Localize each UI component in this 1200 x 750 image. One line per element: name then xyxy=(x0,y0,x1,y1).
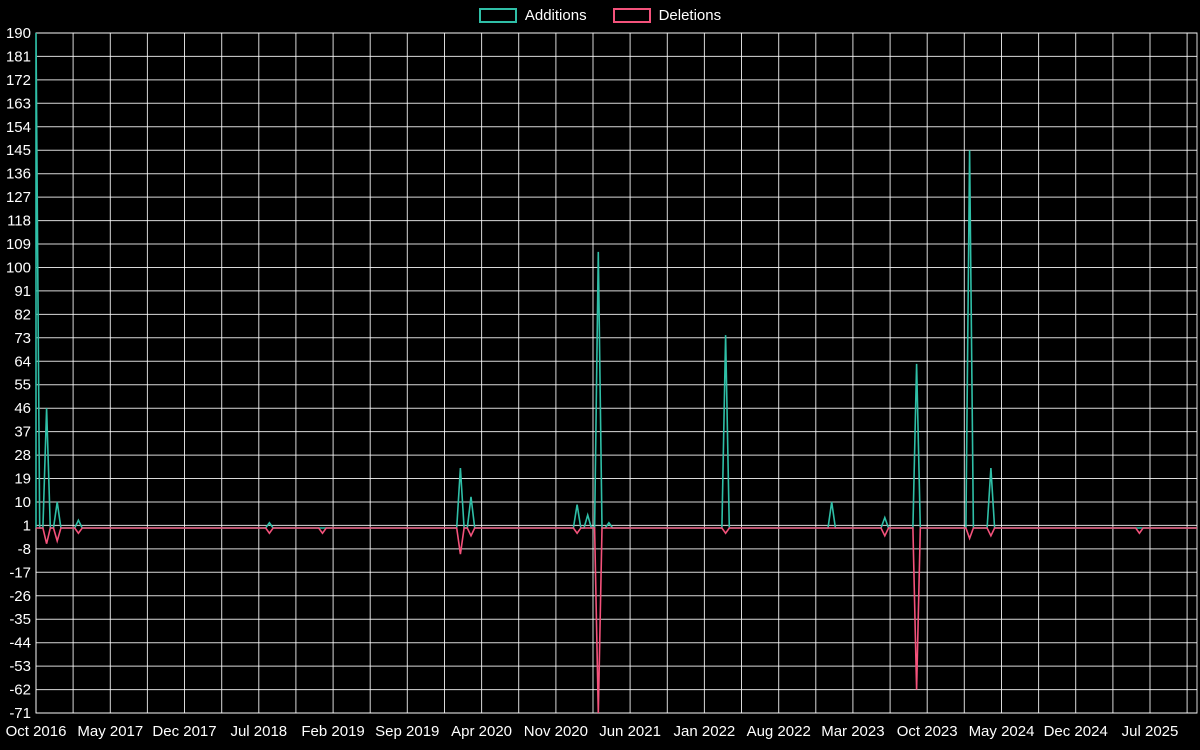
y-tick-label: 127 xyxy=(6,189,31,206)
y-tick-label: 28 xyxy=(14,447,31,464)
y-tick-label: 46 xyxy=(14,400,31,417)
y-tick-label: 109 xyxy=(6,236,31,253)
y-tick-label: 55 xyxy=(14,377,31,394)
x-tick-label: Sep 2019 xyxy=(375,723,439,740)
y-tick-label: 37 xyxy=(14,424,31,441)
y-tick-label: -17 xyxy=(9,564,31,581)
x-tick-label: Aug 2022 xyxy=(747,723,811,740)
x-tick-label: Oct 2023 xyxy=(897,723,958,740)
series-line-additions xyxy=(35,32,1197,529)
y-tick-label: 1 xyxy=(23,517,31,534)
x-tick-label: Dec 2024 xyxy=(1044,723,1108,740)
y-tick-label: 172 xyxy=(6,72,31,89)
y-tick-label: 145 xyxy=(6,142,31,159)
y-tick-label: 19 xyxy=(14,471,31,488)
grid-lines xyxy=(35,32,1198,714)
legend-item-deletions[interactable]: Deletions xyxy=(612,7,722,24)
y-tick-label: 136 xyxy=(6,166,31,183)
x-tick-label: Jul 2018 xyxy=(230,723,287,740)
y-tick-label: 100 xyxy=(6,260,31,277)
x-tick-label: May 2017 xyxy=(77,723,143,740)
y-tick-label: 91 xyxy=(14,283,31,300)
y-tick-label: -71 xyxy=(9,705,31,722)
y-tick-label: 82 xyxy=(14,306,31,323)
y-tick-label: -35 xyxy=(9,611,31,628)
legend-label-deletions: Deletions xyxy=(658,7,722,24)
y-tick-label: -8 xyxy=(18,541,31,558)
chart-legend: Additions Deletions xyxy=(0,7,1200,24)
y-axis-labels: 190 181 172 163 154 145 136 127 118 109 100 91 82 73 6… xyxy=(6,25,31,722)
y-tick-label: 73 xyxy=(14,330,31,347)
x-tick-label: Dec 2017 xyxy=(152,723,216,740)
legend-item-additions[interactable]: Additions xyxy=(478,7,587,24)
y-tick-label: 64 xyxy=(14,353,31,370)
y-tick-label: -44 xyxy=(9,635,31,652)
y-tick-label: 10 xyxy=(14,494,31,511)
y-tick-label: 190 xyxy=(6,25,31,42)
x-tick-label: Jan 2022 xyxy=(674,723,736,740)
x-tick-label: Feb 2019 xyxy=(301,723,364,740)
x-tick-label: Jun 2021 xyxy=(599,723,661,740)
x-axis-labels: Oct 2016 May 2017 Dec 2017 Jul 2018 Feb 2019… xyxy=(6,723,1179,740)
series-line-deletions xyxy=(36,527,1197,714)
y-tick-label: 118 xyxy=(7,213,31,230)
additions-swatch-icon xyxy=(478,8,517,23)
y-tick-label: -53 xyxy=(9,658,31,675)
deletions-swatch-icon xyxy=(612,8,651,23)
x-tick-label: Apr 2020 xyxy=(451,723,512,740)
x-tick-label: May 2024 xyxy=(969,723,1035,740)
x-tick-label: Oct 2016 xyxy=(6,723,67,740)
legend-label-additions: Additions xyxy=(524,7,587,24)
x-tick-label: Nov 2020 xyxy=(524,723,588,740)
y-tick-label: 154 xyxy=(6,119,31,136)
x-tick-label: Jul 2025 xyxy=(1122,723,1179,740)
y-tick-label: -62 xyxy=(9,682,31,699)
y-tick-label: -26 xyxy=(9,588,31,605)
x-tick-label: Mar 2023 xyxy=(821,723,884,740)
y-tick-label: 181 xyxy=(6,48,31,65)
y-tick-label: 163 xyxy=(6,95,31,112)
